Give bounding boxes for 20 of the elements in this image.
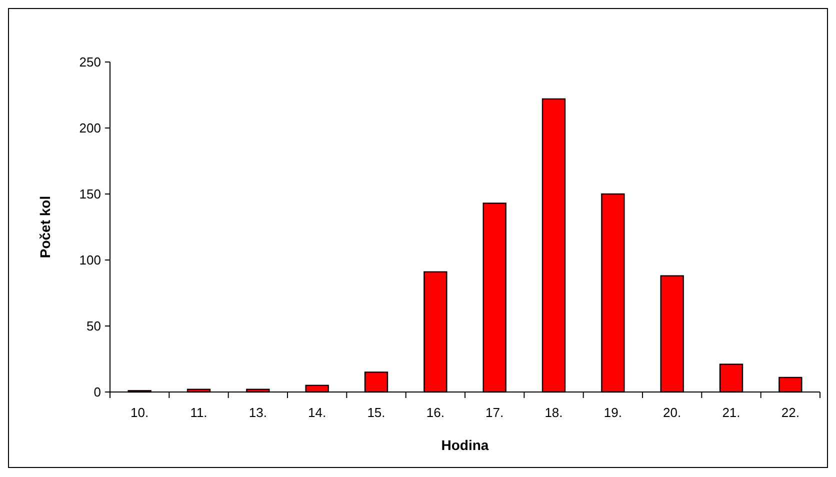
x-tick-label: 15. [367,405,386,420]
y-tick-label: 50 [86,318,101,334]
x-tick-label: 22. [781,405,800,420]
x-tick-label: 21. [722,405,740,420]
x-tick-label: 11. [190,405,208,420]
x-tick-label: 14. [308,405,326,420]
y-tick-label: 0 [94,384,101,400]
x-tick-label: 16. [426,405,444,420]
x-tick-label: 13. [248,405,267,420]
x-tick-label: 10. [130,405,149,420]
x-tick-label: 17. [486,405,504,420]
y-tick-label: 150 [79,186,101,202]
x-axis-title: Hodina [441,437,489,453]
y-axis-title: Počet kol [37,196,53,258]
y-tick-label: 100 [79,252,101,268]
y-tick-label: 200 [79,120,101,136]
y-tick-label: 250 [79,54,101,70]
x-tick-label: 19. [604,405,622,420]
x-tick-label: 18. [544,405,563,420]
x-tick-label: 20. [663,405,682,420]
